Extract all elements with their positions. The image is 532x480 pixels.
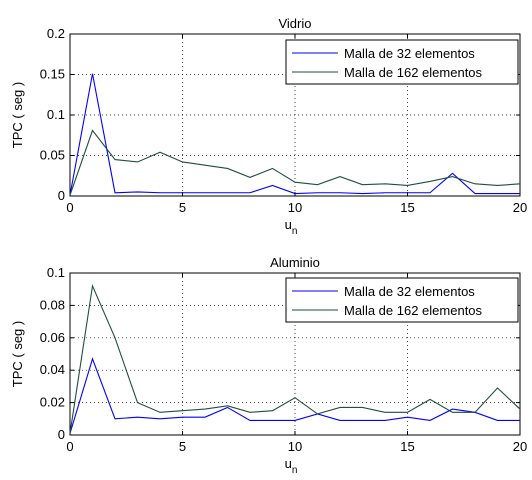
x-tick-label: 10	[288, 439, 302, 454]
y-tick-label: 0.1	[47, 107, 65, 122]
legend: Malla de 32 elementos Malla de 162 elemen…	[285, 39, 519, 85]
x-axis-label-main: u	[285, 456, 292, 471]
x-tick-label: 10	[288, 200, 302, 215]
legend-label-1: Malla de 32 elementos	[344, 46, 475, 61]
y-tick-label: 0.08	[40, 297, 65, 312]
legend-box	[285, 277, 519, 323]
x-tick-label: 20	[513, 439, 527, 454]
chart-title: Aluminio	[270, 255, 320, 270]
legend: Malla de 32 elementos Malla de 162 elemen…	[285, 277, 519, 323]
x-tick-label: 15	[400, 439, 414, 454]
x-axis-label: un	[285, 456, 298, 476]
series-line-1	[69, 73, 520, 196]
series-line-2	[69, 283, 521, 434]
y-tick-label: 0.15	[40, 67, 65, 82]
y-tick-label: 0	[58, 188, 65, 203]
chart-title: Vidrio	[278, 16, 311, 31]
x-tick-label: 0	[66, 439, 73, 454]
x-axis-label-subscript: n	[292, 226, 298, 237]
x-tick-label: 20	[513, 200, 527, 215]
subplot-1: 0 5 10 15 20 0 0.05 0.1 0.15 0.2 Vidrio un TPC ( seg…	[10, 16, 527, 237]
legend-label-1: Malla de 32 elementos	[344, 284, 475, 299]
y-axis-label: TPC ( seg )	[10, 82, 25, 148]
y-tick-label: 0.1	[47, 265, 65, 280]
y-axis-label: TPC ( seg )	[10, 321, 25, 387]
subplot-2: 0 5 10 15 20 0 0.02 0.04 0.06 0.08 0.1 Aluminio un TP…	[10, 255, 527, 476]
y-tick-label: 0.02	[40, 395, 65, 410]
legend-box	[285, 39, 519, 85]
y-tick-label: 0.2	[47, 26, 65, 41]
series-line-2	[69, 129, 521, 196]
legend-label-2: Malla de 162 elementos	[344, 65, 483, 80]
x-axis-label-main: u	[285, 217, 292, 232]
x-tick-label: 0	[66, 200, 73, 215]
x-tick-label: 15	[400, 200, 414, 215]
y-tick-label: 0.05	[40, 148, 65, 163]
x-tick-label: 5	[179, 200, 186, 215]
y-tick-label: 0.06	[40, 330, 65, 345]
x-axis-label-subscript: n	[292, 465, 298, 476]
x-tick-label: 5	[179, 439, 186, 454]
legend-label-2: Malla de 162 elementos	[344, 303, 483, 318]
y-tick-label: 0.04	[40, 362, 65, 377]
y-tick-label: 0	[58, 427, 65, 442]
x-axis-label: un	[285, 217, 298, 237]
series-line-1	[69, 357, 520, 434]
